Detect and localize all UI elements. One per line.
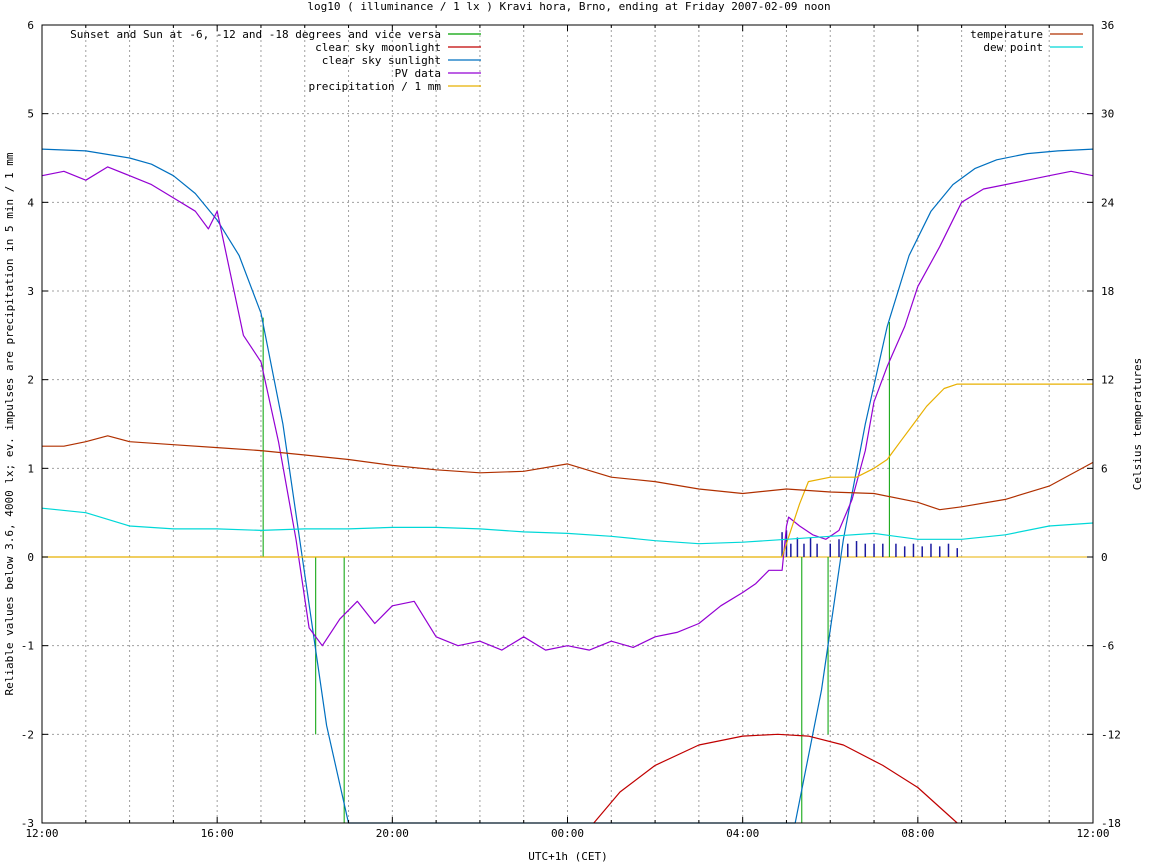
legend-label: dew point — [983, 41, 1043, 54]
y2-tick-label: 18 — [1101, 285, 1114, 298]
y2-tick-label: 6 — [1101, 462, 1108, 475]
legend-label: temperature — [970, 28, 1043, 41]
plot-frame — [41, 24, 1094, 824]
y-tick-label: 1 — [27, 462, 34, 475]
x-tick-label: 00:00 — [551, 827, 584, 840]
y2-tick-label: 36 — [1101, 19, 1114, 32]
series-clear-sky-moonlight — [593, 733, 958, 824]
legend-label: clear sky sunlight — [322, 54, 441, 67]
y-tick-label: 3 — [27, 285, 34, 298]
legend-label: clear sky moonlight — [315, 41, 441, 54]
y2-tick-label: 12 — [1101, 374, 1114, 387]
y2-tick-label: 30 — [1101, 108, 1114, 121]
x-tick-label: 16:00 — [201, 827, 234, 840]
legend-label: PV data — [395, 67, 441, 80]
y-tick-label: -1 — [21, 640, 34, 653]
chart-title: log10 ( illuminance / 1 lx ) Kravi hora,… — [307, 0, 830, 13]
series-pv-data — [41, 166, 1094, 651]
y2-tick-label: -6 — [1101, 640, 1114, 653]
y-tick-label: -2 — [21, 728, 34, 741]
y-tick-label: 6 — [27, 19, 34, 32]
x-tick-label: 20:00 — [376, 827, 409, 840]
x-tick-label: 08:00 — [901, 827, 934, 840]
series-precipitation-1-mm — [42, 383, 1093, 558]
y-tick-label: 4 — [27, 196, 34, 209]
y-tick-label: 0 — [27, 551, 34, 564]
y-tick-label: -3 — [21, 817, 34, 830]
y2-tick-label: -18 — [1101, 817, 1121, 830]
legend-label: Sunset and Sun at -6, -12 and -18 degree… — [70, 28, 441, 41]
y-tick-label: 2 — [27, 374, 34, 387]
grid — [42, 25, 1093, 823]
series-temperature — [42, 435, 1094, 511]
y-axis-label: Reliable values below 3.6, 4000 lx; ev. … — [3, 152, 16, 695]
series-dew-point — [41, 507, 1094, 545]
legend-label: precipitation / 1 mm — [309, 80, 442, 93]
y2-tick-label: 0 — [1101, 551, 1108, 564]
y2-tick-label: 24 — [1101, 196, 1115, 209]
y-tick-label: 5 — [27, 108, 34, 121]
y2-tick-label: -12 — [1101, 728, 1121, 741]
legend: Sunset and Sun at -6, -12 and -18 degree… — [70, 28, 1083, 93]
y2-axis-label: Celsius temperatures — [1131, 358, 1144, 490]
x-tick-label: 04:00 — [726, 827, 759, 840]
x-tick-label: 12:00 — [25, 827, 58, 840]
x-tick-label: 12:00 — [1076, 827, 1109, 840]
x-axis-label: UTC+1h (CET) — [528, 850, 607, 863]
axes: 12:00 16:00 20:00 00:00 04:00 08:00 12:00-3-2-… — [21, 19, 1121, 840]
